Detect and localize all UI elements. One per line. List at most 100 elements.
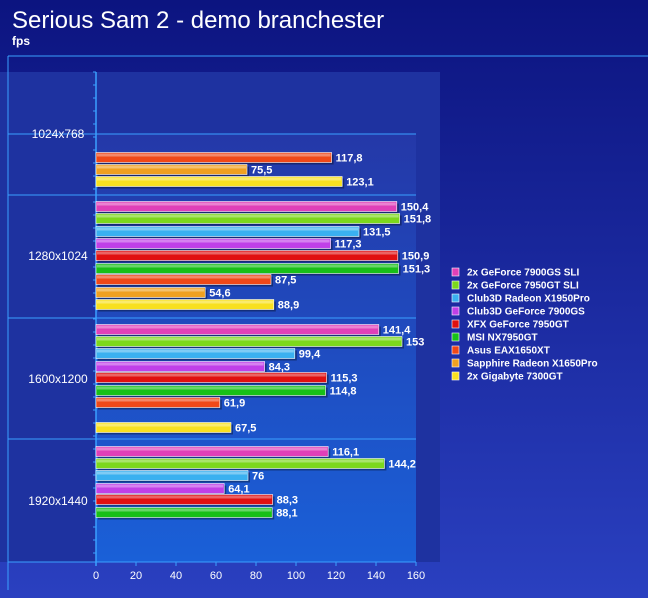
bar: [95, 152, 332, 163]
bar: [95, 494, 273, 505]
data-label: 64,1: [228, 484, 249, 496]
data-label: 144,2: [388, 459, 416, 471]
bar-highlight: [97, 373, 326, 377]
bar: [95, 250, 399, 261]
bar-highlight: [97, 275, 270, 279]
bar: [95, 324, 380, 335]
legend-swatch: [451, 267, 460, 277]
x-tick-label: 80: [250, 570, 262, 582]
bar: [95, 201, 398, 212]
bar-highlight: [97, 153, 331, 157]
bar: [95, 348, 296, 359]
bar: [95, 226, 360, 237]
bar: [95, 361, 265, 372]
category-label: 1920x1440: [28, 494, 88, 508]
bar: [95, 164, 248, 175]
data-label: 141,4: [383, 325, 411, 337]
chart-title: Serious Sam 2 - demo branchester: [12, 7, 384, 34]
bar-highlight: [97, 251, 397, 255]
legend-label: Club3D GeForce 7900GS: [467, 307, 585, 318]
data-label: 117,8: [336, 153, 363, 165]
data-label: 99,4: [299, 349, 321, 361]
bar-highlight: [97, 495, 272, 499]
legend-swatch: [451, 319, 460, 329]
bar: [95, 507, 273, 518]
legend-swatch: [451, 358, 460, 368]
legend-swatch: [451, 306, 460, 316]
bar: [95, 238, 331, 249]
bar-highlight: [97, 459, 384, 463]
bar-highlight: [97, 202, 396, 206]
data-label: 151,3: [403, 264, 431, 276]
data-label: 115,3: [331, 373, 358, 385]
legend-label: Club3D Radeon X1950Pro: [467, 294, 590, 305]
bar: [95, 263, 399, 274]
bar: [95, 422, 232, 433]
x-tick-label: 100: [287, 570, 305, 582]
bar-highlight: [97, 288, 205, 292]
bar-highlight: [97, 398, 219, 402]
data-label: 151,8: [404, 214, 432, 226]
bar-highlight: [97, 165, 246, 169]
legend-label: MSI NX7950GT: [467, 333, 538, 344]
x-tick-label: 160: [407, 570, 425, 582]
bar-highlight: [97, 423, 230, 427]
category-label: 1600x1200: [28, 372, 88, 386]
bar: [95, 213, 400, 224]
data-label: 116,1: [332, 447, 359, 459]
bar: [95, 372, 327, 383]
legend-label: Sapphire Radeon X1650Pro: [467, 359, 598, 370]
legend-label: 2x GeForce 7950GT SLI: [467, 281, 579, 292]
data-label: 88,1: [276, 508, 297, 520]
bar-highlight: [97, 349, 294, 353]
bar: [95, 299, 275, 310]
bar: [95, 287, 206, 298]
bar: [95, 483, 225, 494]
bar-highlight: [97, 214, 399, 218]
x-tick-label: 60: [210, 570, 222, 582]
data-label: 84,3: [269, 362, 290, 374]
bar: [95, 336, 403, 347]
bar: [95, 385, 326, 396]
bar: [95, 458, 385, 469]
legend-label: 2x GeForce 7900GS SLI: [467, 268, 580, 279]
bar-highlight: [97, 386, 325, 390]
legend-swatch: [451, 293, 460, 303]
x-tick-label: 20: [130, 570, 142, 582]
data-label: 150,9: [402, 251, 430, 263]
data-label: 61,9: [224, 398, 245, 410]
chart-marks: 117,875,5123,1150,4151,8131,5117,3150,91…: [95, 152, 432, 520]
bar-highlight: [97, 227, 358, 231]
bar-highlight: [97, 508, 272, 512]
bar-highlight: [97, 264, 398, 268]
bar-highlight: [97, 484, 224, 488]
bar-highlight: [97, 325, 378, 329]
chart-subtitle: fps: [12, 34, 30, 48]
bar-highlight: [97, 300, 273, 304]
data-label: 123,1: [346, 177, 374, 189]
data-label: 76: [252, 471, 264, 483]
data-label: 88,9: [278, 300, 299, 312]
bar-highlight: [97, 447, 328, 451]
bar-highlight: [97, 362, 264, 366]
bar: [95, 397, 221, 408]
data-label: 131,5: [363, 227, 391, 239]
legend-swatch: [451, 345, 460, 355]
data-label: 117,3: [335, 239, 362, 251]
category-label: 1024x768: [32, 127, 85, 141]
legend-label: 2x Gigabyte 7300GT: [467, 372, 563, 383]
legend: 2x GeForce 7900GS SLI 2x GeForce 7950GT S…: [451, 267, 598, 383]
x-tick-label: 140: [367, 570, 385, 582]
data-label: 153: [406, 337, 424, 349]
bar-highlight: [97, 239, 330, 243]
data-label: 88,3: [277, 495, 298, 507]
data-label: 87,5: [275, 275, 296, 287]
bar: [95, 274, 272, 285]
x-tick-label: 0: [93, 570, 99, 582]
data-label: 114,8: [330, 386, 357, 398]
bar: [95, 470, 249, 481]
legend-label: Asus EAX1650XT: [467, 346, 550, 357]
x-tick-label: 120: [327, 570, 345, 582]
data-label: 67,5: [235, 423, 256, 435]
